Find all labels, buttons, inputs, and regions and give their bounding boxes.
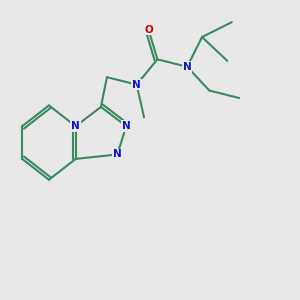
Text: O: O xyxy=(144,25,153,34)
Text: N: N xyxy=(71,121,80,131)
Text: N: N xyxy=(122,121,130,131)
Text: N: N xyxy=(113,149,122,160)
Text: N: N xyxy=(132,80,141,90)
Text: N: N xyxy=(183,62,191,72)
